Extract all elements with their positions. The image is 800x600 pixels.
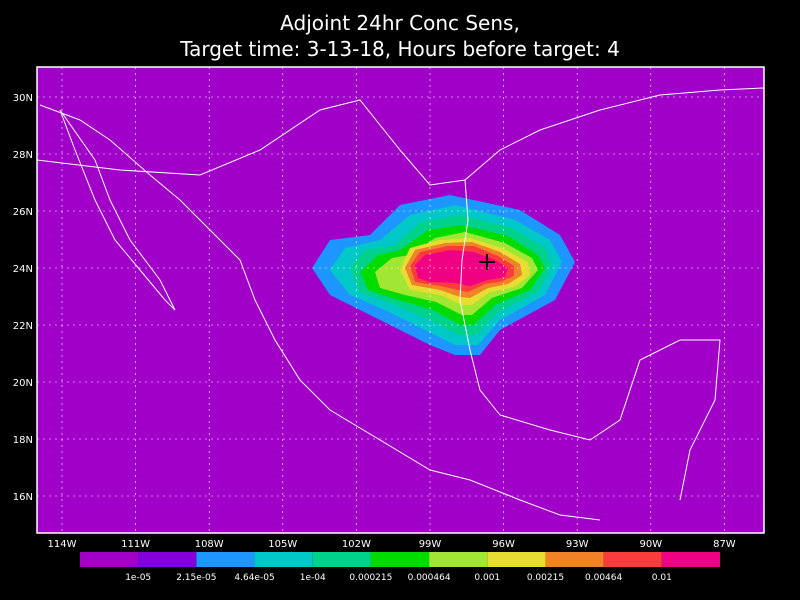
colorbar-box (661, 552, 720, 567)
sensitivity-contours (312, 195, 575, 355)
us-border (36, 99, 466, 186)
colorbar-label: 2.15e-05 (176, 573, 216, 583)
colorbar-box (603, 552, 662, 567)
colorbar-box (487, 552, 546, 567)
baja-california (59, 109, 176, 311)
lat-label: 22N (13, 321, 33, 332)
colorbar-label: 4.64e-05 (234, 573, 274, 583)
colorbar-label: 0.001 (474, 573, 500, 583)
colorbar-box (370, 552, 430, 567)
lat-label: 18N (13, 435, 33, 446)
colorbar-label: 0.00464 (585, 573, 622, 583)
lat-label: 28N (13, 150, 33, 161)
colorbar-label: 0.000215 (349, 573, 392, 583)
colorbar-label: 0.01 (652, 573, 672, 583)
colorbar-box (429, 552, 488, 567)
colorbar-box (254, 552, 313, 567)
us-gulf-coast (464, 87, 765, 181)
lon-label: 99W (419, 539, 442, 550)
lon-label: 105W (268, 539, 297, 550)
lat-label: 26N (13, 207, 33, 218)
lon-label: 96W (492, 539, 515, 550)
coastlines (36, 87, 765, 521)
colorbar-label: 0.00215 (527, 573, 564, 583)
title-line-2: Target time: 3-13-18, Hours before targe… (179, 37, 620, 61)
lon-label: 93W (566, 539, 589, 550)
colorbar-box (138, 552, 197, 567)
lat-label: 30N (13, 93, 33, 104)
target-marker (479, 254, 495, 270)
colorbar-box (312, 552, 371, 567)
colorbar-box (545, 552, 604, 567)
lat-label: 20N (13, 378, 33, 389)
lon-label: 102W (342, 539, 371, 550)
gulf-coast (459, 179, 721, 501)
lat-label: 16N (13, 492, 33, 503)
lon-label: 111W (121, 539, 150, 550)
lon-label: 114W (48, 539, 77, 550)
colorbar-box (196, 552, 255, 567)
colorbar-label: 0.000464 (408, 573, 451, 583)
lat-label: 24N (13, 264, 33, 275)
lon-label: 90W (639, 539, 662, 550)
pacific-coast (39, 104, 601, 521)
colorbar-label: 1e-05 (125, 573, 151, 583)
lon-label: 87W (713, 539, 736, 550)
title-line-1: Adjoint 24hr Conc Sens, (280, 11, 520, 35)
colorbar-label: 1e-04 (300, 573, 326, 583)
lon-label: 108W (195, 539, 224, 550)
colorbar-box (80, 552, 139, 567)
map-frame (36, 66, 765, 534)
